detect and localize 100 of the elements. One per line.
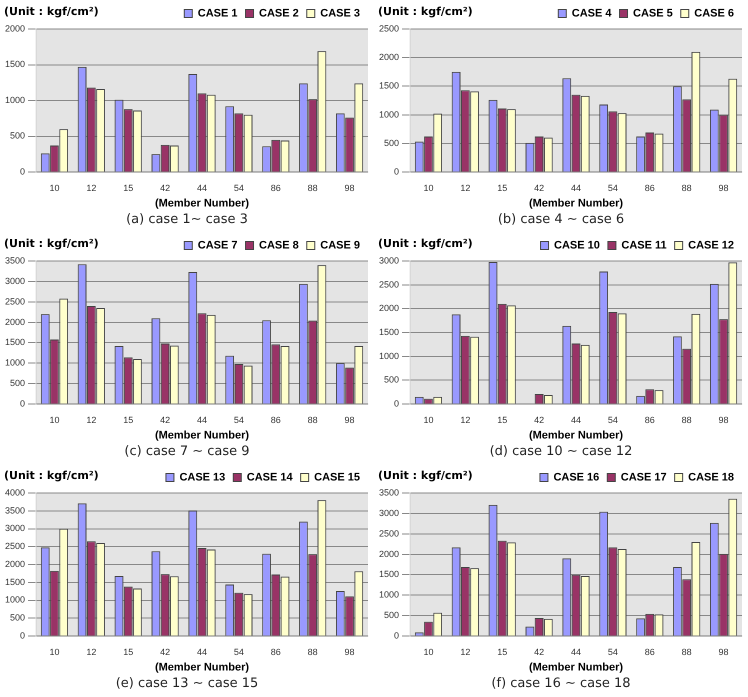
x-tick-label: 42 — [534, 182, 544, 193]
y-tick-label: 2000 — [4, 23, 26, 34]
x-tick-label: 98 — [344, 182, 355, 193]
x-tick-label: 15 — [123, 182, 134, 193]
x-axis-title: (Member Number) — [528, 429, 624, 442]
legend-label: CASE 8 — [259, 240, 299, 252]
y-tick-label: 1000 — [378, 350, 400, 361]
x-tick-label: 98 — [344, 646, 355, 657]
legend-label: CASE 9 — [320, 240, 360, 252]
y-tick-label: 1000 — [378, 109, 400, 120]
y-tick-label: 2000 — [4, 316, 26, 327]
x-tick-label: 86 — [270, 414, 281, 425]
y-axis-title: (Unit : kgf/cm²) — [378, 4, 473, 18]
y-tick-label: 0 — [20, 630, 26, 640]
text: (d) case 10 ~ case 12 — [488, 443, 634, 461]
x-tick-label: 54 — [234, 646, 244, 657]
y-tick-label: 3000 — [4, 523, 26, 534]
text: (a) case 1~ case 3 — [125, 211, 249, 229]
x-axis-title: (Member Number) — [528, 661, 624, 674]
x-tick-label: 15 — [497, 182, 508, 193]
text: (b) case 4 ~ case 6 — [496, 211, 626, 229]
y-axis-title: (Unit : kgf/cm²) — [4, 4, 99, 18]
x-tick-label: 88 — [308, 182, 318, 193]
x-tick-label: 44 — [571, 646, 582, 657]
legend-label: CASE 6 — [694, 8, 734, 20]
x-tick-label: 86 — [270, 646, 281, 657]
x-tick-label: 98 — [718, 646, 729, 657]
y-tick-label: 500 — [384, 138, 400, 148]
legend-label: CASE 11 — [621, 240, 667, 252]
x-tick-label: 86 — [644, 646, 655, 657]
y-axis-title: (Unit : kgf/cm²) — [4, 468, 99, 482]
y-axis-title: (Unit : kgf/cm²) — [378, 236, 473, 250]
x-tick-label: 54 — [234, 182, 244, 193]
y-tick-label: 1000 — [4, 94, 26, 105]
x-tick-label: 44 — [197, 646, 208, 657]
x-tick-label: 54 — [234, 414, 244, 425]
x-axis-title: (Member Number) — [528, 197, 624, 210]
y-axis-title: (Unit : kgf/cm²) — [378, 468, 473, 482]
y-tick-label: 2500 — [378, 279, 400, 290]
y-tick-label: 3000 — [378, 508, 400, 518]
legend-label: CASE 10 — [554, 240, 600, 252]
text: (f) case 16 ~ case 18 — [490, 675, 632, 693]
y-tick-label: 1500 — [4, 337, 26, 348]
x-tick-label: 42 — [160, 182, 170, 193]
y-tick-label: 2500 — [4, 296, 26, 306]
y-tick-label: 1000 — [378, 590, 400, 600]
x-axis-title: (Member Number) — [154, 197, 250, 210]
x-tick-label: 15 — [497, 414, 508, 425]
y-tick-label: 500 — [10, 130, 26, 141]
x-tick-label: 44 — [571, 414, 582, 425]
y-tick-label: 1500 — [4, 576, 26, 587]
x-tick-label: 54 — [608, 646, 618, 657]
y-tick-label: 1500 — [378, 569, 400, 580]
x-tick-label: 88 — [682, 182, 692, 193]
legend-label: CASE 1 — [198, 8, 238, 20]
y-tick-label: 3000 — [4, 276, 26, 286]
x-tick-label: 15 — [123, 414, 134, 425]
legend-label: CASE 3 — [320, 8, 360, 20]
legend-label: CASE 12 — [688, 240, 734, 252]
y-tick-label: 500 — [10, 378, 26, 388]
y-tick-label: 2000 — [4, 558, 26, 569]
x-tick-label: 44 — [197, 182, 208, 193]
text: (c) case 7 ~ case 9 — [123, 443, 251, 461]
y-tick-label: 500 — [10, 612, 26, 623]
x-tick-label: 10 — [49, 414, 60, 425]
x-tick-label: 88 — [682, 646, 692, 657]
legend-label: CASE 16 — [553, 472, 600, 484]
x-tick-label: 15 — [123, 646, 134, 657]
x-tick-label: 88 — [308, 414, 318, 425]
y-tick-label: 3000 — [378, 255, 400, 266]
x-tick-label: 10 — [423, 646, 434, 657]
legend-label: CASE 5 — [633, 8, 673, 20]
x-tick-label: 42 — [160, 414, 170, 425]
y-tick-label: 3500 — [4, 255, 26, 266]
x-tick-label: 54 — [608, 182, 618, 193]
x-tick-label: 10 — [49, 182, 60, 193]
x-tick-label: 12 — [460, 182, 470, 193]
y-tick-label: 500 — [384, 374, 400, 385]
legend-label: CASE 17 — [620, 472, 667, 484]
x-tick-label: 86 — [644, 414, 655, 425]
x-tick-label: 44 — [197, 414, 208, 425]
x-axis-title: (Member Number) — [154, 429, 250, 442]
legend-label: CASE 7 — [198, 240, 238, 252]
x-tick-label: 98 — [344, 414, 355, 425]
legend-label: CASE 15 — [314, 472, 360, 484]
y-tick-label: 2500 — [4, 541, 26, 552]
x-tick-label: 12 — [86, 646, 96, 657]
x-tick-label: 86 — [270, 182, 281, 193]
text: (e) case 13 ~ case 15 — [114, 675, 260, 693]
x-tick-label: 98 — [718, 182, 729, 193]
x-axis-title: (Member Number) — [154, 661, 250, 674]
legend-label: CASE 2 — [259, 8, 299, 20]
y-tick-label: 2000 — [378, 52, 400, 62]
y-tick-label: 2500 — [378, 528, 400, 538]
legend-label: CASE 18 — [688, 472, 734, 484]
x-tick-label: 10 — [49, 646, 60, 657]
y-tick-label: 0 — [20, 166, 26, 176]
y-tick-label: 1000 — [4, 594, 26, 605]
x-tick-label: 12 — [86, 182, 96, 193]
y-tick-label: 0 — [394, 166, 400, 176]
